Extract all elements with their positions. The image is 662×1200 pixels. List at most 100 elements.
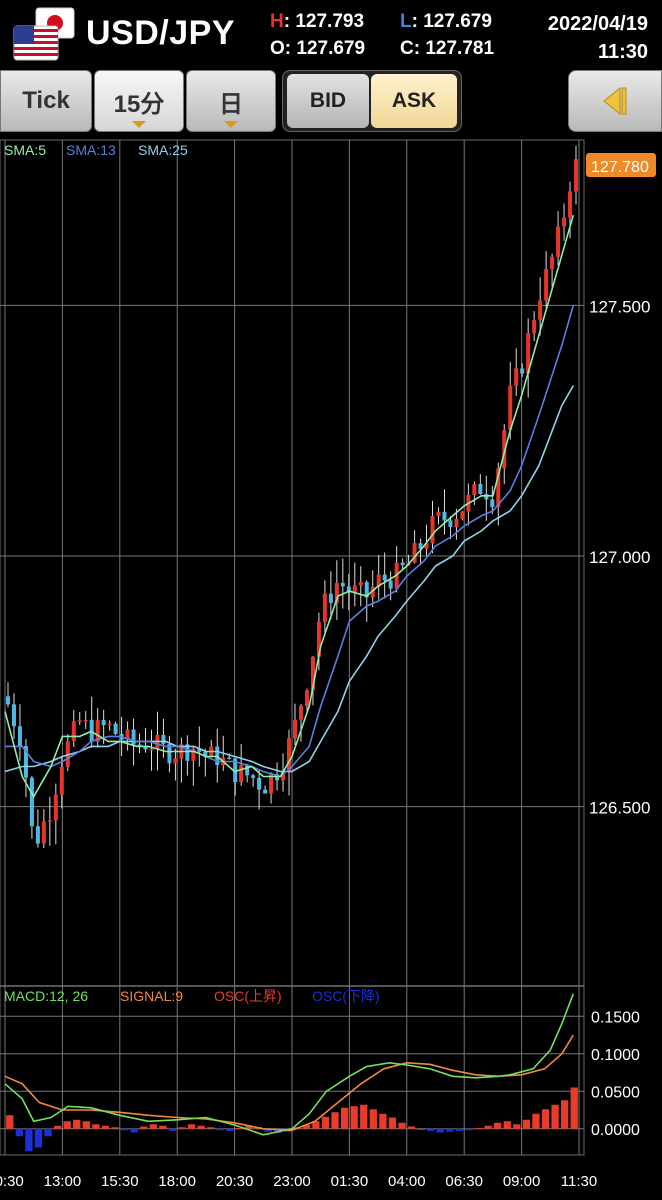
macd-panel: 0.1500 0.1000 0.0500 0.0000 (4, 993, 640, 1152)
day-label: 日 (219, 90, 243, 118)
macd-line (4, 993, 575, 1136)
up-candle (281, 772, 286, 781)
up-candle (173, 758, 178, 764)
up-candle (454, 518, 459, 527)
osc-up-bar (379, 1113, 387, 1129)
osc-down-bar (264, 1128, 272, 1132)
osc-up-bar (101, 1125, 110, 1129)
macd-tick-label: 0.0500 (591, 1084, 640, 1101)
day-button[interactable]: 日 (186, 70, 276, 132)
osc-up-bar (474, 1128, 483, 1129)
up-candle (460, 511, 465, 519)
tick-button[interactable]: Tick (0, 70, 92, 132)
up-candle (556, 226, 561, 257)
close-value: : 127.781 (413, 38, 495, 59)
up-candle (65, 741, 70, 767)
osc-down-bar (446, 1128, 454, 1132)
osc-down-bar (427, 1128, 435, 1131)
osc-up-bar (235, 1128, 244, 1129)
price-tick-label: 127.500 (589, 297, 650, 316)
osc-up-bar (350, 1106, 358, 1129)
osc-up-bar (207, 1127, 215, 1129)
last-price-tag (586, 153, 656, 178)
osc-up-bar (6, 1115, 14, 1129)
down-candle (17, 726, 22, 747)
osc-up-bar (63, 1121, 71, 1129)
macd-tick-label: 0.1500 (591, 1009, 640, 1026)
up-candle (538, 300, 543, 320)
up-candle (304, 690, 309, 707)
osc-down-bar (226, 1128, 234, 1131)
macd-legend-label: OSC(下降) (312, 988, 380, 1004)
open-quote: O: 127.679 (270, 38, 365, 60)
osc-down-bar (44, 1128, 52, 1137)
down-candle (185, 744, 190, 761)
up-candle (322, 593, 327, 623)
collapse-panel-button[interactable] (568, 70, 662, 132)
down-candle (143, 746, 148, 750)
up-candle (514, 368, 519, 386)
down-candle (131, 729, 136, 745)
ask-button[interactable]: ASK (371, 74, 457, 128)
bid-button[interactable]: BID (287, 74, 369, 128)
sma-legend-label: SMA:25 (138, 142, 188, 158)
up-candle (550, 256, 555, 269)
osc-up-bar (92, 1124, 100, 1129)
up-candle (53, 794, 58, 821)
down-candle (257, 777, 262, 790)
up-candle (472, 484, 477, 495)
macd-legend-label: OSC(上昇) (214, 988, 282, 1004)
open-label: O (270, 38, 285, 59)
macd-tick-label: 0.1000 (591, 1047, 640, 1064)
up-candle (269, 774, 274, 794)
osc-up-bar (551, 1104, 559, 1129)
quote-date: 2022/04/19 (547, 13, 648, 35)
osc-up-bar (360, 1104, 368, 1129)
up-candle (544, 268, 549, 301)
up-candle (508, 385, 513, 430)
time-tick-label: 15:30 (101, 1173, 139, 1190)
up-candle (502, 429, 507, 469)
up-candle (412, 543, 417, 563)
osc-down-bar (455, 1128, 464, 1131)
up-candle (107, 723, 112, 726)
time-tick-label: 23:00 (273, 1173, 311, 1190)
osc-up-bar (388, 1117, 397, 1129)
down-candle (418, 543, 423, 549)
chevron-down-icon (224, 121, 238, 128)
time-tick-label: 20:30 (216, 1173, 254, 1190)
osc-up-bar (53, 1125, 62, 1129)
bid-ask-toggle: BID ASK (282, 70, 462, 132)
osc-up-bar (503, 1121, 511, 1129)
quote-header: USD/JPY H: 127.793 L: 127.679 O: 127.679… (0, 0, 662, 66)
up-candle (496, 468, 501, 508)
sma-legend-label: SMA:5 (4, 142, 46, 158)
low-quote: L: 127.679 (400, 11, 492, 33)
up-candle (149, 748, 154, 751)
up-candle (574, 158, 579, 192)
price-tick-label: 126.500 (589, 799, 650, 818)
close-label: C (400, 38, 414, 59)
osc-down-bar (436, 1128, 444, 1133)
low-value: : 127.679 (411, 11, 492, 32)
osc-up-bar (398, 1122, 406, 1129)
time-tick-label: 01:30 (331, 1173, 369, 1190)
high-label: H (270, 11, 284, 32)
osc-up-bar (340, 1107, 349, 1129)
osc-up-bar (522, 1119, 531, 1129)
up-candle (77, 720, 82, 722)
chart-grid (0, 139, 585, 1156)
ask-label: ASK (391, 89, 437, 112)
up-candle (41, 821, 46, 844)
sma13-line (5, 305, 575, 778)
up-candle (568, 191, 573, 218)
bid-label: BID (309, 89, 347, 112)
osc-up-bar (513, 1124, 521, 1129)
up-candle (526, 333, 531, 374)
up-candle (125, 729, 130, 740)
up-candle (83, 719, 88, 722)
interval-label: 15分 (113, 90, 165, 118)
close-quote: C: 127.781 (400, 38, 494, 60)
interval-15min-button[interactable]: 15分 (94, 70, 184, 132)
down-candle (388, 580, 393, 589)
